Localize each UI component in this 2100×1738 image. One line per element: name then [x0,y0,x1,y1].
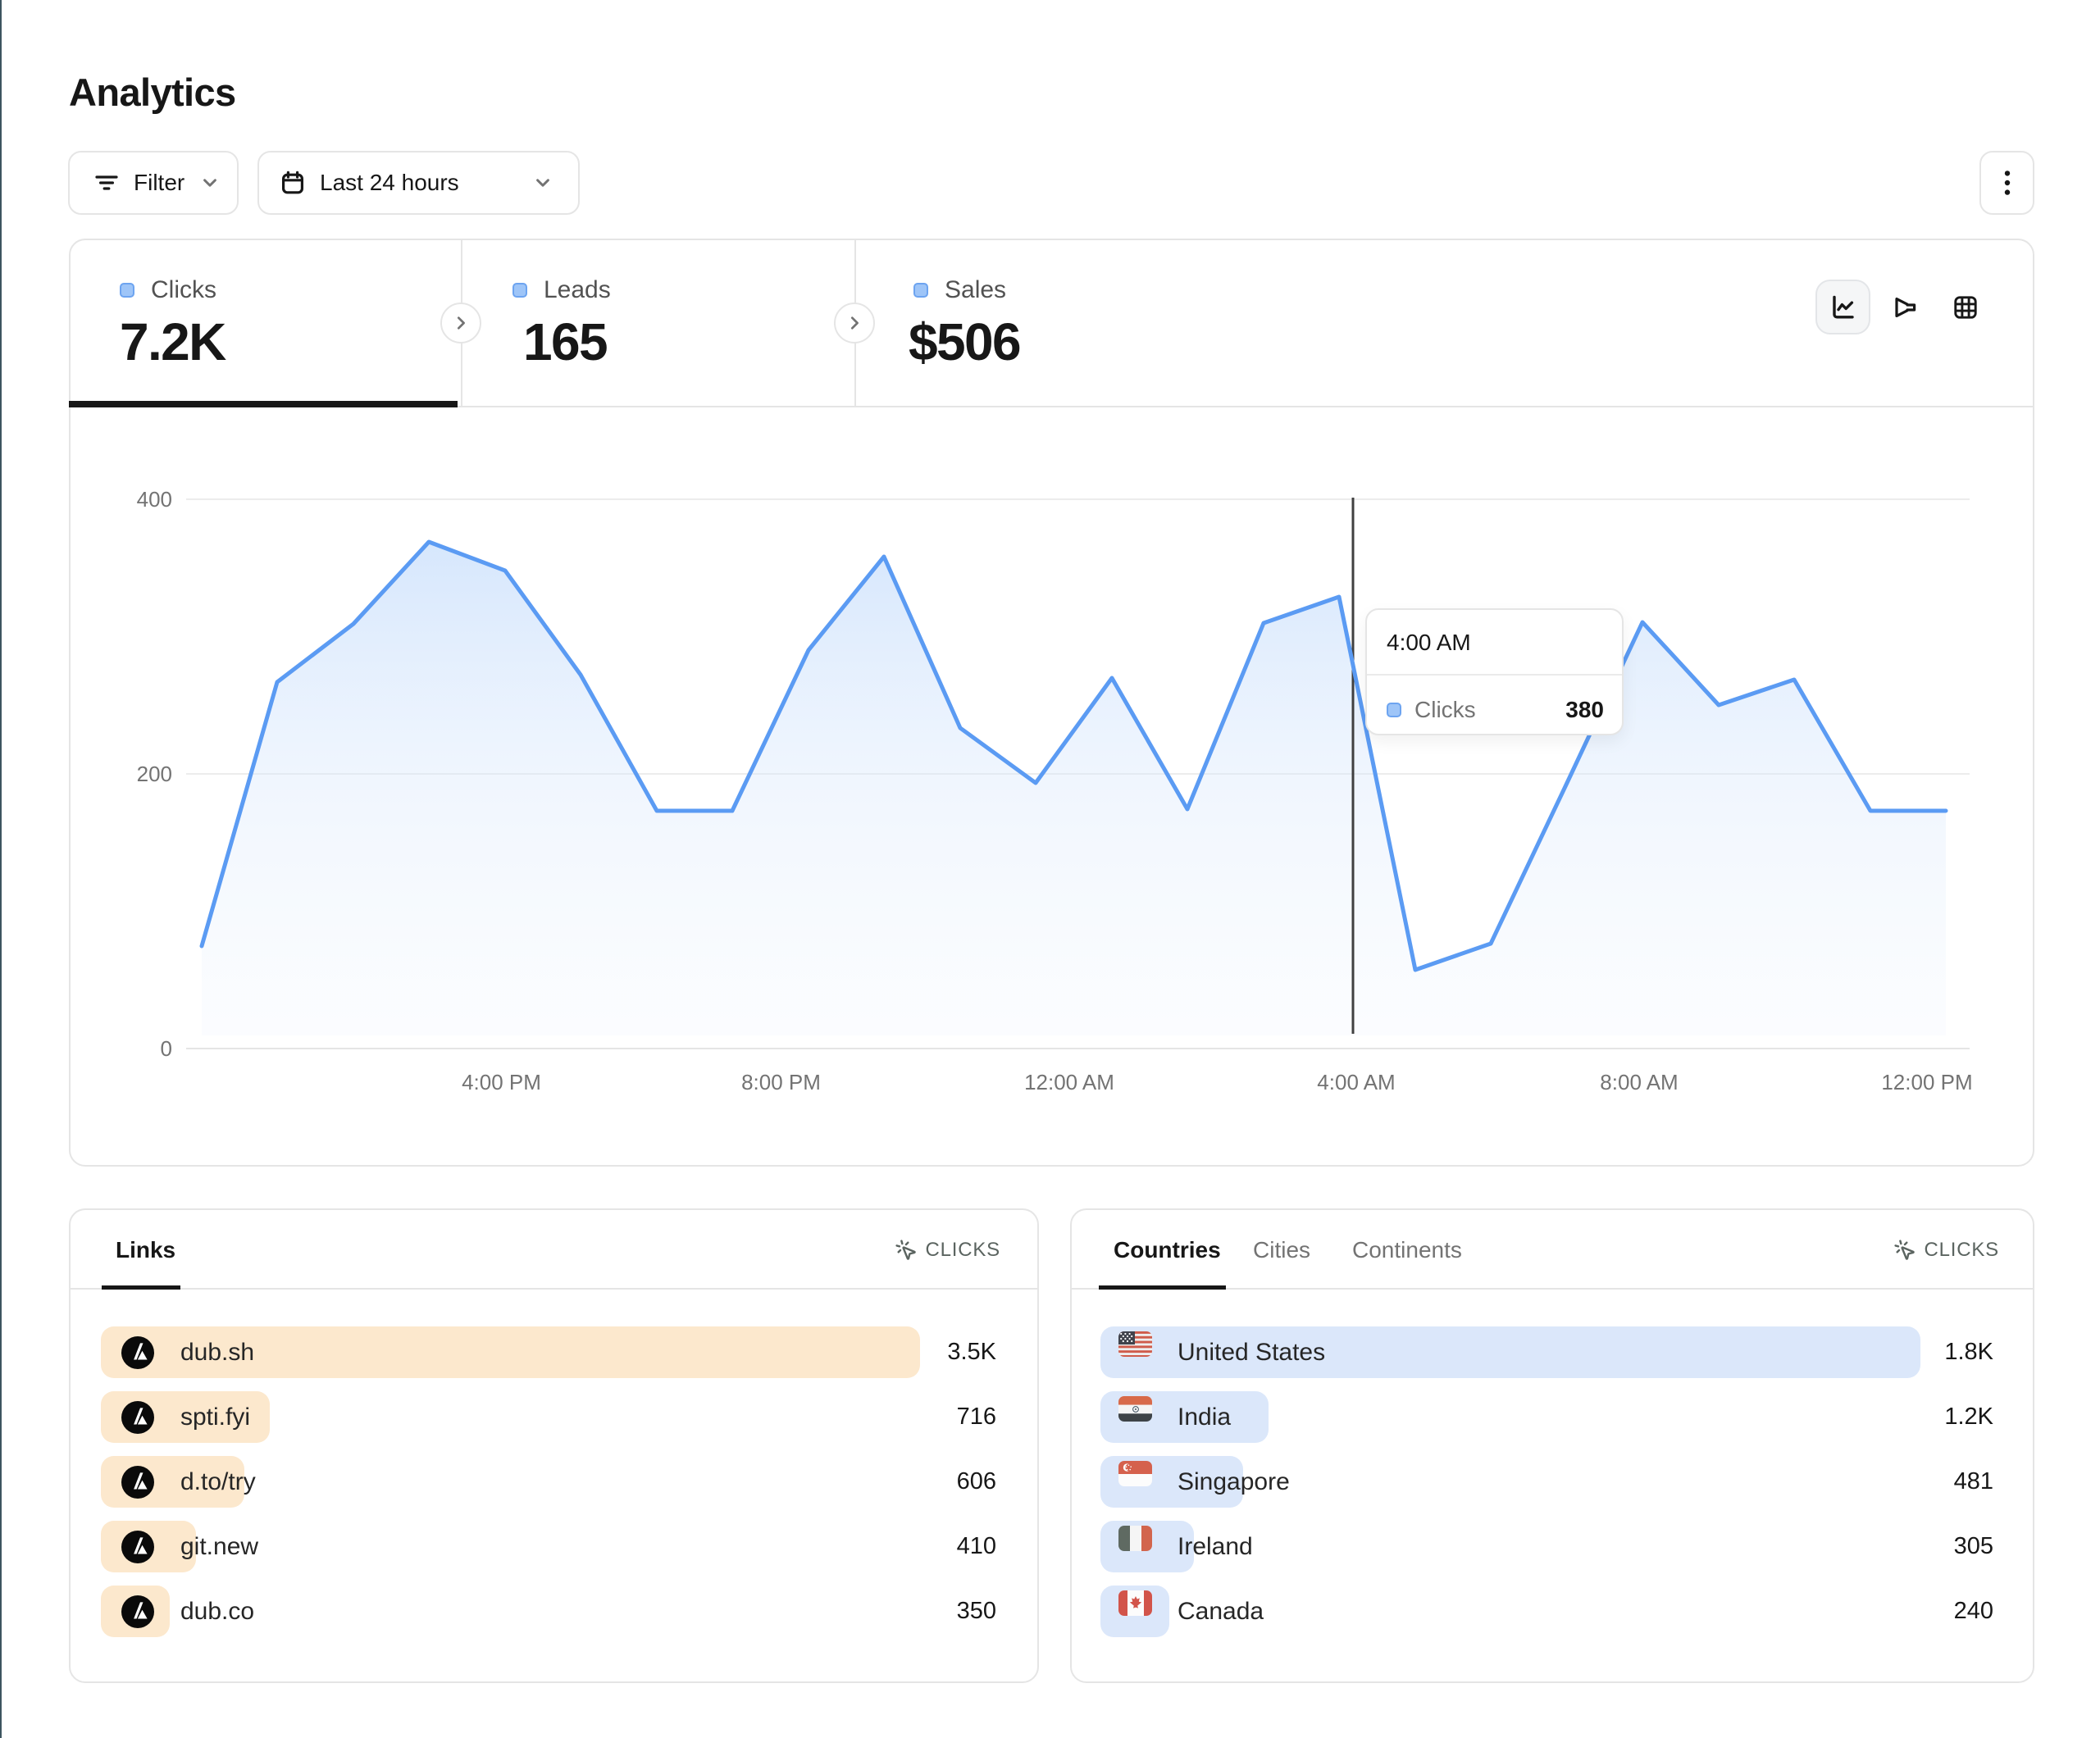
svg-text:12:00 AM: 12:00 AM [1024,1070,1114,1094]
svg-text:4:00 AM: 4:00 AM [1317,1070,1395,1094]
svg-text:12:00 PM: 12:00 PM [1881,1070,1972,1094]
svg-text:4:00 PM: 4:00 PM [462,1070,541,1094]
svg-text:8:00 AM: 8:00 AM [1600,1070,1678,1094]
svg-text:200: 200 [137,762,172,786]
svg-text:400: 400 [137,487,172,512]
svg-text:0: 0 [161,1036,172,1061]
svg-text:8:00 PM: 8:00 PM [741,1070,821,1094]
